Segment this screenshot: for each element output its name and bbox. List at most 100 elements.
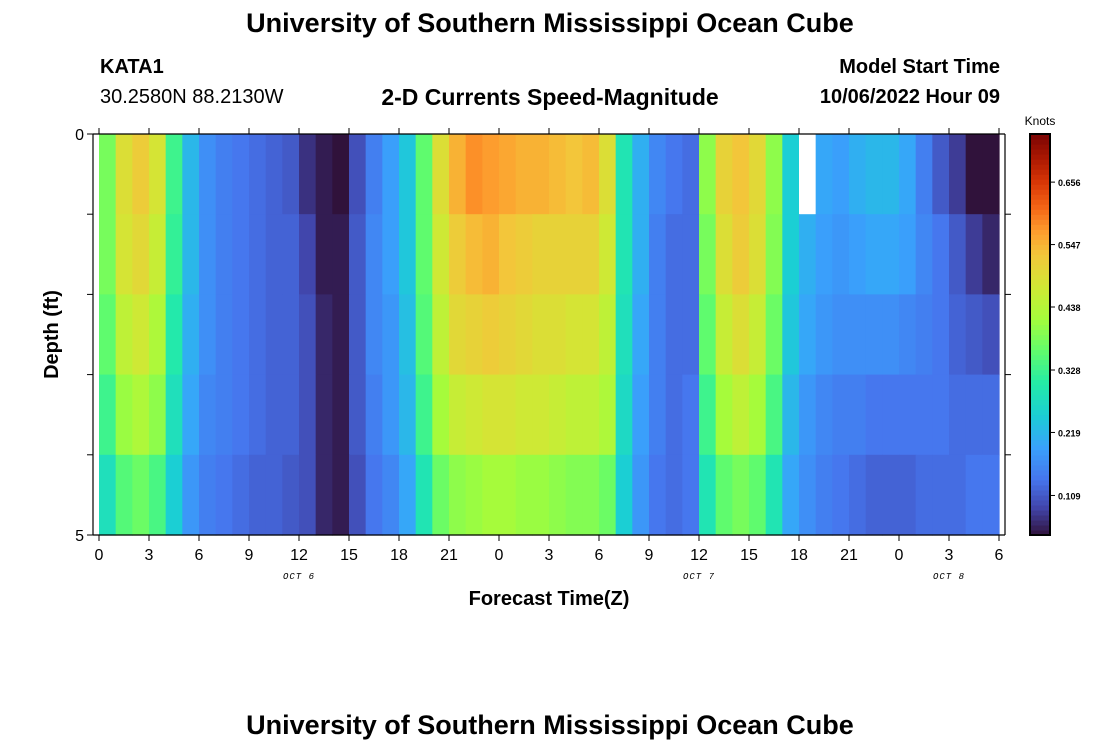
heatmap-cell	[615, 454, 633, 536]
heatmap-cell	[399, 134, 417, 215]
heatmap-cell	[915, 134, 933, 215]
heatmap-cell	[449, 214, 467, 295]
colorbar-tick-label: 0.656	[1058, 178, 1081, 188]
heatmap-cell	[432, 294, 450, 376]
heatmap-cell	[899, 374, 917, 456]
y-axis-label: Depth (ft)	[41, 290, 63, 379]
colorbar-segment	[1030, 404, 1050, 411]
heatmap-cell	[215, 294, 233, 376]
colorbar-segment	[1030, 529, 1050, 536]
colorbar-segment	[1030, 369, 1050, 376]
colorbar-segment	[1030, 464, 1050, 471]
heatmap-cell	[882, 454, 900, 536]
colorbar-segment	[1030, 354, 1050, 361]
heatmap-cell	[399, 294, 417, 376]
colorbar-segment	[1030, 514, 1050, 521]
heatmap-cell	[565, 454, 583, 536]
heatmap-cell	[282, 214, 300, 295]
colorbar-segment	[1030, 144, 1050, 150]
heatmap-cell	[732, 294, 750, 376]
heatmap-cell	[482, 134, 500, 215]
heatmap-cell	[699, 294, 717, 376]
colorbar-segment	[1030, 239, 1050, 245]
heatmap-cell	[532, 134, 550, 215]
heatmap-cell	[132, 134, 150, 215]
heatmap-cell	[832, 374, 850, 456]
heatmap-cell	[499, 454, 517, 536]
heatmap-cell	[682, 134, 700, 215]
heatmap-cell	[682, 454, 700, 536]
heatmap-cell	[165, 374, 183, 456]
heatmap-cell	[832, 214, 850, 295]
colorbar-segment	[1030, 194, 1050, 200]
colorbar-segment	[1030, 244, 1050, 250]
heatmap-cell	[899, 294, 917, 376]
heatmap-cell	[582, 294, 600, 376]
x-tick-label: 15	[340, 547, 358, 564]
heatmap-cell	[349, 134, 367, 215]
heatmap-cell	[565, 374, 583, 456]
heatmap-cell	[432, 134, 450, 215]
heatmap-cell	[199, 374, 217, 456]
heatmap-cell	[982, 214, 1000, 295]
heatmap-cell	[315, 134, 333, 215]
heatmap-cell	[732, 214, 750, 295]
heatmap-cell	[982, 294, 1000, 376]
colorbar-segment	[1030, 139, 1050, 145]
colorbar-frame	[1029, 133, 1051, 536]
heatmap-cell	[915, 294, 933, 376]
heatmap-cell	[465, 214, 483, 295]
colorbar-segment	[1030, 494, 1050, 501]
heatmap-cell	[565, 294, 583, 376]
heatmap-cell	[432, 454, 450, 536]
colorbar-segment	[1030, 314, 1050, 321]
colorbar-segment	[1030, 169, 1050, 175]
colorbar-segment	[1030, 174, 1050, 180]
heatmap-cell	[199, 294, 217, 376]
heatmap-cell	[965, 214, 983, 295]
heatmap-cell	[599, 214, 617, 295]
heatmap-cell	[365, 214, 383, 295]
heatmap-cell	[299, 294, 317, 376]
colorbar-segment	[1030, 424, 1050, 431]
heatmap-cell	[815, 374, 833, 456]
heatmap-cell	[282, 454, 300, 536]
heatmap-cell	[699, 214, 717, 295]
colorbar-segment	[1030, 509, 1050, 516]
heatmap-cell	[849, 454, 867, 536]
colorbar-segment	[1030, 519, 1050, 526]
heatmap-cell	[865, 134, 883, 215]
heatmap-cell	[165, 214, 183, 295]
heatmap-cell	[449, 454, 467, 536]
heatmap-cell	[132, 294, 150, 376]
heatmap-cell	[549, 294, 567, 376]
heatmap-cell	[415, 294, 433, 376]
heatmap-cell	[682, 294, 700, 376]
heatmap-cell	[99, 454, 117, 536]
heatmap-cell	[549, 134, 567, 215]
heatmap-cell	[765, 454, 783, 536]
heatmap-cell	[532, 214, 550, 295]
colorbar-label: Knots	[1025, 114, 1056, 128]
model-start-label: Model Start Time	[839, 56, 1000, 78]
x-tick-label: 18	[790, 547, 808, 564]
heatmap-cell	[765, 294, 783, 376]
heatmap-cell	[115, 294, 133, 376]
x-tick-label: 15	[740, 547, 758, 564]
heatmap-cell	[482, 374, 500, 456]
heatmap-cell	[899, 214, 917, 295]
heatmap-cell	[515, 454, 533, 536]
heatmap-cell	[532, 294, 550, 376]
y-tick-label: 0	[75, 127, 84, 144]
heatmap-cell	[882, 294, 900, 376]
colorbar-tick-label: 0.547	[1058, 241, 1081, 251]
heatmap-cell	[849, 134, 867, 215]
heatmap-cell	[915, 214, 933, 295]
heatmap-cell	[949, 214, 967, 295]
x-tick-label: 6	[595, 547, 604, 564]
heatmap-cell	[265, 374, 283, 456]
heatmap-cell	[749, 214, 767, 295]
colorbar-segment	[1030, 459, 1050, 466]
colorbar-segment	[1030, 474, 1050, 481]
heatmap-cell	[432, 374, 450, 456]
